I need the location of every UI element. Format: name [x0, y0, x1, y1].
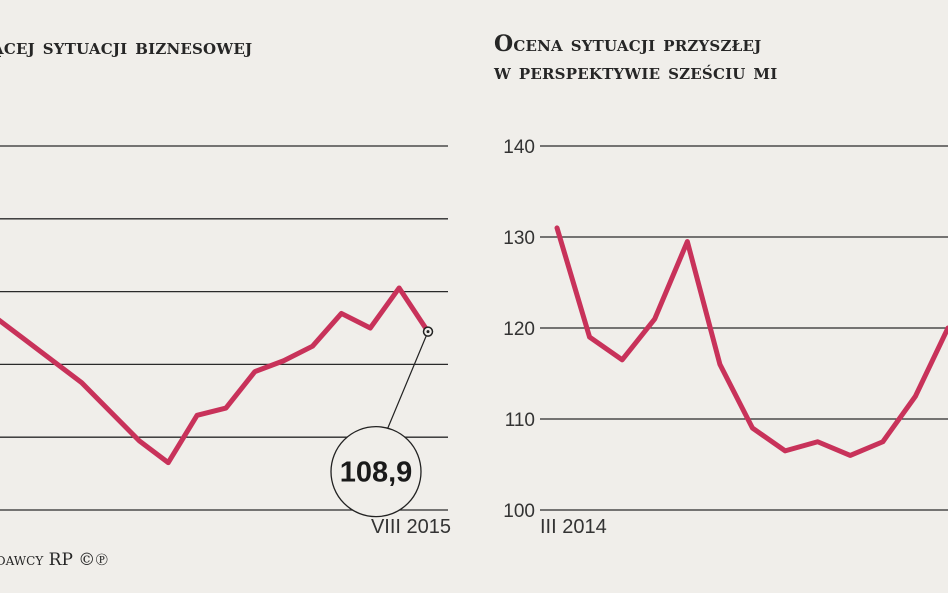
y-tick-label: 110	[505, 410, 535, 431]
callout-circle	[330, 425, 422, 518]
highlight-marker-dot	[426, 330, 430, 334]
left-chart: VIII 2015 108,9	[0, 145, 451, 538]
x-start-label: III 2014	[540, 516, 607, 538]
y-tick-label: 140	[503, 137, 535, 158]
chart-right-title-line2: w perspektywie sześciu mi	[494, 59, 778, 85]
y-tick-label: 100	[503, 501, 535, 522]
chart-right-title: Ocena sytuacji przyszłej w perspektywie …	[494, 30, 777, 86]
series-line	[0, 285, 431, 466]
y-tick-label: 130	[503, 228, 535, 249]
y-tick-label: 120	[503, 319, 535, 340]
x-end-label: VIII 2015	[371, 516, 451, 538]
series-line	[554, 225, 948, 458]
chart-right-title-line1: Ocena sytuacji przyszłej	[494, 31, 762, 57]
callout-leader	[387, 331, 429, 428]
callout-value: 108,9	[340, 457, 413, 489]
chart-left-title: ącej sytuacji biznesowej	[0, 34, 253, 60]
source-note: dawcy RP ©℗	[0, 550, 109, 570]
